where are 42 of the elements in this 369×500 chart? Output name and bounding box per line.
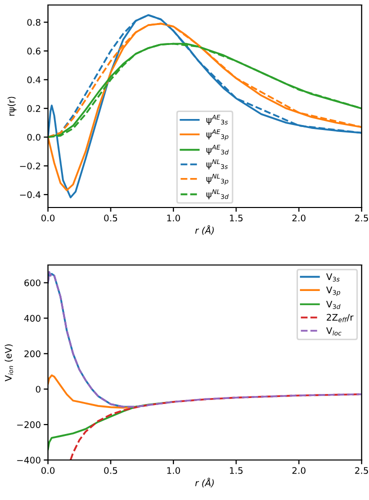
x-tick-label: 2.5 (355, 214, 368, 222)
y-tick-label: −0.4 (20, 191, 41, 198)
x-tick-label: 1.0 (167, 467, 180, 474)
y-axis-title: V$_{ion}$ (eV) (4, 344, 14, 382)
legend-label: 2Z$_{eff}$/r (326, 314, 354, 322)
legend-label: V$_{3d}$ (326, 300, 340, 309)
legend-label: ψ$^{NL}$$_{3p}$ (206, 174, 228, 185)
x-tick-label: 1.5 (230, 467, 243, 474)
x-tick-label: 0.0 (41, 214, 55, 222)
y-tick-label: 0.2 (27, 105, 40, 112)
y-tick-label: −200 (17, 421, 40, 428)
legend-label: ψ$^{AE}$$_{3s}$ (206, 114, 228, 125)
x-tick-label: 0.5 (104, 214, 118, 222)
y-axis-title: rψ(r) (8, 96, 16, 116)
y-tick-label: −0.2 (20, 162, 40, 170)
y-tick-label: 0.6 (27, 48, 40, 55)
x-tick-label: 1.5 (230, 214, 243, 222)
legend-label: V$_{loc}$ (326, 327, 342, 336)
legend-label: ψ$^{AE}$$_{3d}$ (206, 144, 229, 155)
y-tick-label: 0 (36, 386, 40, 393)
y-tick-label: −400 (17, 456, 40, 464)
legend-label: ψ$^{NL}$$_{3s}$ (206, 159, 228, 170)
legend-label: V$_{3s}$ (326, 273, 340, 282)
y-tick-label: 0.0 (27, 134, 40, 141)
legend-label: ψ$^{AE}$$_{3p}$ (206, 129, 228, 140)
x-tick-label: 2.0 (292, 214, 306, 222)
x-tick-label: 0.5 (104, 467, 118, 474)
x-tick-label: 2.5 (355, 467, 368, 474)
legend-label: V$_{3p}$ (326, 286, 340, 296)
x-axis-title: r (Å) (195, 225, 214, 235)
y-tick-label: 0.4 (27, 76, 41, 84)
x-tick-label: 0.0 (41, 467, 55, 474)
line-series (48, 374, 137, 409)
x-tick-label: 2.0 (292, 467, 306, 474)
y-tick-label: 200 (24, 350, 40, 358)
y-tick-label: 600 (24, 279, 40, 286)
line-series (48, 271, 362, 408)
x-tick-label: 1.0 (167, 214, 180, 222)
legend-label: ψ$^{NL}$$_{3d}$ (206, 189, 229, 200)
y-tick-label: 400 (24, 314, 40, 322)
y-tick-label: 0.8 (27, 18, 40, 26)
x-axis-title: r (Å) (195, 478, 214, 488)
